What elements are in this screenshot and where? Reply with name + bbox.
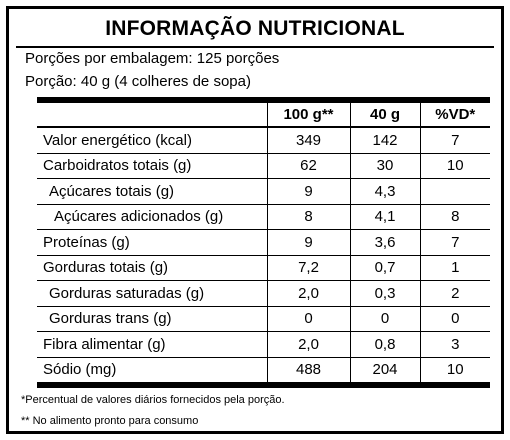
value-per-portion: 204 — [349, 357, 420, 388]
nutrient-name: Carboidratos totais (g) — [37, 153, 267, 179]
header-daily-value: %VD* — [419, 97, 490, 128]
nutrient-name: Gorduras totais (g) — [37, 255, 267, 281]
header-nutrient — [37, 97, 267, 128]
table-row: Carboidratos totais (g) 62 30 10 — [37, 153, 490, 179]
title-divider — [16, 46, 494, 48]
table-header-row: 100 g** 40 g %VD* — [37, 97, 490, 128]
value-daily-percent: 3 — [419, 331, 490, 358]
value-per-portion: 142 — [349, 127, 420, 154]
nutrient-name: Valor energético (kcal) — [37, 127, 267, 154]
value-daily-percent: 1 — [419, 255, 490, 281]
table-row: Sódio (mg) 488 204 10 — [37, 357, 490, 388]
value-per-100g: 0 — [266, 306, 350, 332]
footnote-ready-to-eat: ** No alimento pronto para consumo — [21, 415, 199, 427]
value-per-portion: 0,3 — [349, 280, 420, 307]
table-row: Gorduras trans (g) 0 0 0 — [37, 306, 490, 332]
value-per-portion: 0,8 — [349, 331, 420, 358]
value-per-100g: 9 — [266, 229, 350, 256]
value-per-portion: 0,7 — [349, 255, 420, 281]
value-daily-percent: 10 — [419, 153, 490, 179]
value-per-portion: 3,6 — [349, 229, 420, 256]
nutrient-name: Açúcares totais (g) — [37, 178, 267, 205]
footnote-daily-value: *Percentual de valores diários fornecido… — [21, 394, 285, 406]
value-per-portion: 0 — [349, 306, 420, 332]
value-per-100g: 2,0 — [266, 331, 350, 358]
nutrient-name: Fibra alimentar (g) — [37, 331, 267, 358]
value-daily-percent: 2 — [419, 280, 490, 307]
nutrition-label: INFORMAÇÃO NUTRICIONAL Porções por embal… — [6, 6, 504, 434]
value-per-100g: 8 — [266, 204, 350, 230]
value-daily-percent: 0 — [419, 306, 490, 332]
nutrient-name: Sódio (mg) — [37, 357, 267, 388]
table-row: Fibra alimentar (g) 2,0 0,8 3 — [37, 331, 490, 358]
value-daily-percent: 7 — [419, 229, 490, 256]
value-per-100g: 7,2 — [266, 255, 350, 281]
nutrient-name: Gorduras saturadas (g) — [37, 280, 267, 307]
label-title: INFORMAÇÃO NUTRICIONAL — [105, 17, 405, 40]
value-per-100g: 488 — [266, 357, 350, 388]
value-per-portion: 4,3 — [349, 178, 420, 205]
table-row: Valor energético (kcal) 349 142 7 — [37, 127, 490, 154]
header-per-portion: 40 g — [349, 97, 420, 128]
value-per-100g: 349 — [266, 127, 350, 154]
servings-per-package: Porções por embalagem: 125 porções — [25, 50, 280, 67]
value-daily-percent: 10 — [419, 357, 490, 388]
nutrition-table-wrap: 100 g** 40 g %VD* Valor energético (kcal… — [37, 97, 490, 388]
table-row: Gorduras saturadas (g) 2,0 0,3 2 — [37, 280, 490, 307]
nutrient-name: Açúcares adicionados (g) — [37, 204, 267, 230]
serving-size: Porção: 40 g (4 colheres de sopa) — [25, 73, 251, 90]
value-per-portion: 4,1 — [349, 204, 420, 230]
table-row: Proteínas (g) 9 3,6 7 — [37, 229, 490, 256]
table-row: Açúcares adicionados (g) 8 4,1 8 — [37, 204, 490, 230]
nutrition-table: 100 g** 40 g %VD* Valor energético (kcal… — [37, 97, 490, 388]
value-per-100g: 2,0 — [266, 280, 350, 307]
nutrient-name: Gorduras trans (g) — [37, 306, 267, 332]
header-per-100g: 100 g** — [266, 97, 350, 128]
value-daily-percent: 8 — [419, 204, 490, 230]
value-per-100g: 9 — [266, 178, 350, 205]
table-row: Açúcares totais (g) 9 4,3 — [37, 178, 490, 205]
value-per-100g: 62 — [266, 153, 350, 179]
value-daily-percent: 7 — [419, 127, 490, 154]
table-row: Gorduras totais (g) 7,2 0,7 1 — [37, 255, 490, 281]
value-daily-percent — [419, 178, 490, 205]
nutrient-name: Proteínas (g) — [37, 229, 267, 256]
value-per-portion: 30 — [349, 153, 420, 179]
